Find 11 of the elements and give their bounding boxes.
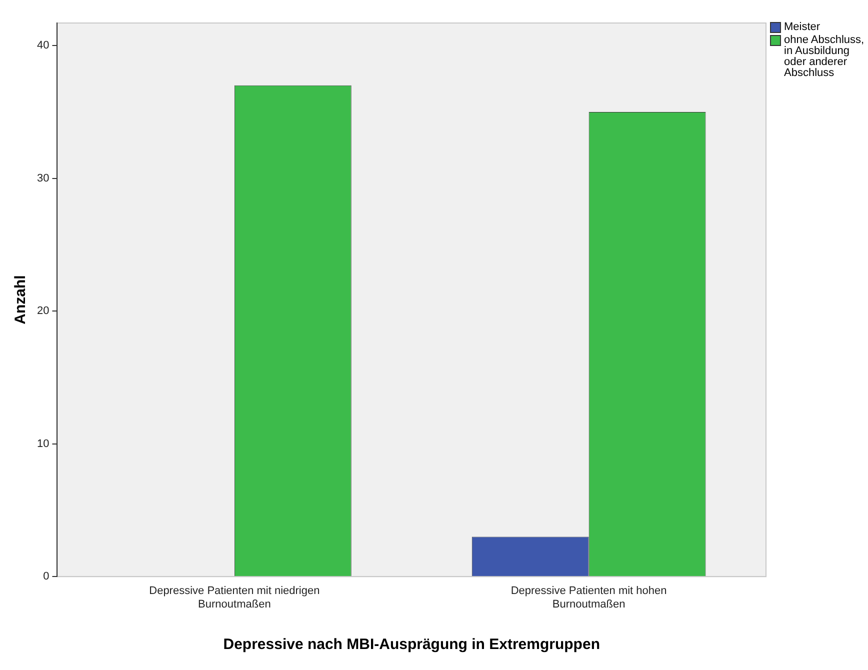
y-tick-label: 20 xyxy=(36,305,50,318)
x-tick-label: Depressive Patienten mit niedrigen Burnoutmaßen xyxy=(149,585,320,610)
legend-label: Meister xyxy=(784,21,820,33)
legend-label: ohne Abschluss, in Ausbildung oder anderer Abschluss xyxy=(784,34,866,79)
y-axis-title: Anzahl xyxy=(12,275,30,324)
y-tick-label: 0 xyxy=(43,570,50,583)
y-tick-label: 10 xyxy=(36,438,50,450)
x-axis-title: Depressive nach MBI-Ausprägung in Extremgruppen xyxy=(223,636,600,654)
x-tick-label: Depressive Patienten mit hohen Burnoutmaßen xyxy=(510,585,667,610)
y-tick-label: 40 xyxy=(36,40,50,52)
y-tick-label: 30 xyxy=(36,172,50,184)
